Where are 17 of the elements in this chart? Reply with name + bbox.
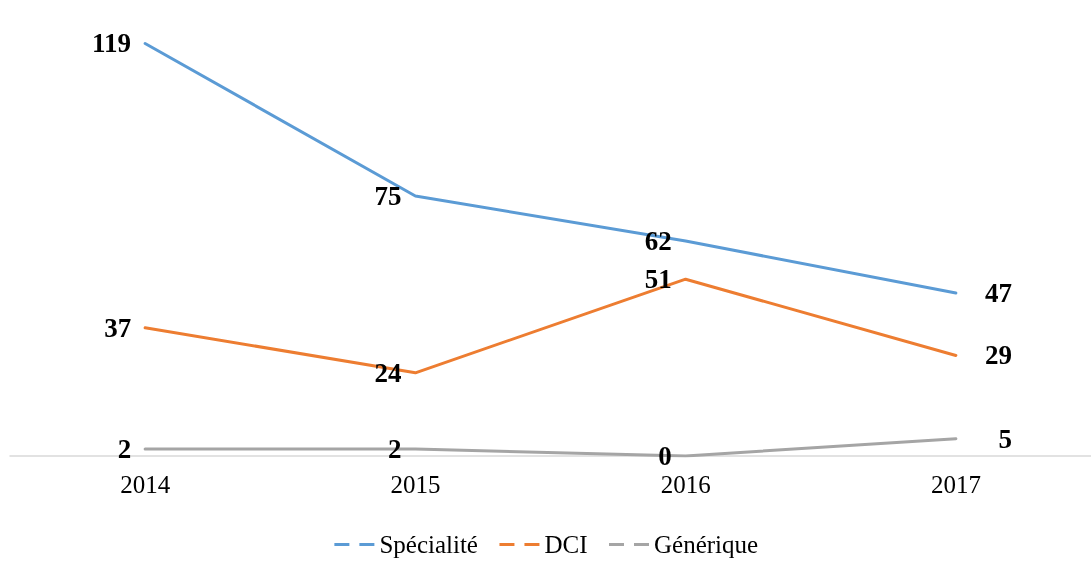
data-label: 2: [387, 434, 402, 465]
legend-label: Spécialité: [379, 531, 478, 558]
data-label: 47: [984, 278, 1012, 309]
data-label: 51: [644, 264, 672, 295]
legend-label: DCI: [544, 531, 588, 558]
data-label: 75: [374, 181, 402, 211]
data-label: 5: [998, 423, 1012, 454]
data-label: 119: [92, 28, 132, 59]
data-label: 29: [984, 340, 1012, 371]
data-label: 0: [658, 441, 672, 471]
x-tick-label: 2017: [930, 471, 981, 498]
legend-label: Générique: [654, 531, 759, 558]
x-tick-label: 2016: [660, 471, 711, 498]
x-tick-label: 2015: [390, 471, 441, 498]
data-label: 2: [117, 434, 132, 465]
x-tick-label: 2014: [120, 471, 171, 498]
data-label: 37: [104, 312, 132, 343]
